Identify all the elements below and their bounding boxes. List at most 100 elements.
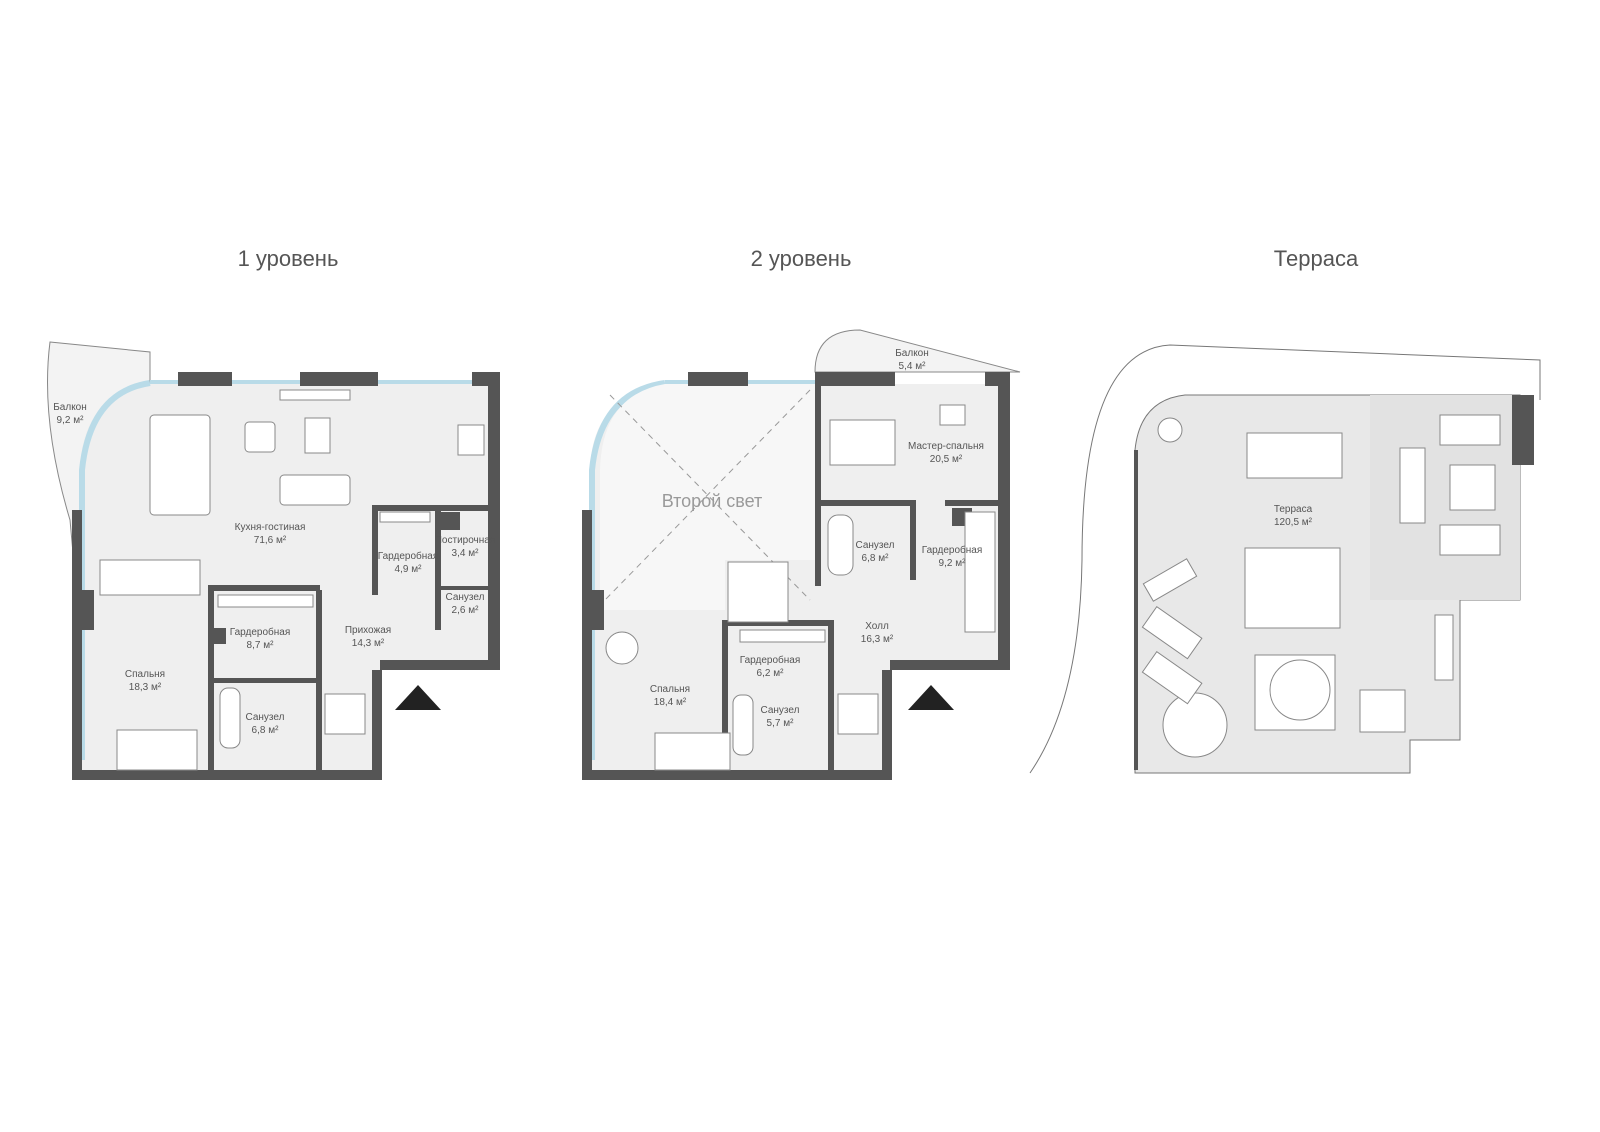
- level-1-wall-east: [488, 372, 500, 668]
- level-1-wardrobe-a-area: 4,9 м²: [395, 564, 423, 575]
- level-2-partition-6: [828, 620, 834, 770]
- terrace-umbrella: [1162, 692, 1228, 758]
- level-2-wardrobe-a-name: Гардеробная: [922, 544, 983, 556]
- level-2-wardrobe-b-area: 6,2 м²: [757, 668, 785, 679]
- level-2-master-name: Мастер-спальня: [908, 441, 984, 452]
- level-1-wardrobe-b-name: Гардеробная: [230, 626, 291, 638]
- level-1-partition-6: [435, 505, 441, 630]
- level-1-wall-entry-side: [372, 670, 382, 780]
- level-2-chair: [939, 404, 966, 426]
- level-1-bath-area: 6,8 м²: [252, 725, 280, 736]
- level-1-wardrobe-a-name: Гардеробная: [378, 550, 439, 562]
- level-2-pier-2: [815, 372, 895, 386]
- level-2-shower: [837, 693, 879, 735]
- terrace-sofa-3: [1439, 524, 1501, 556]
- level-1-wardrobe-rail: [379, 511, 431, 523]
- level-1-column-2: [208, 628, 226, 644]
- level-1-pier-1: [178, 372, 232, 386]
- terrace-name: Терраса: [1274, 504, 1313, 515]
- level-2-bath-master-name: Санузел: [856, 540, 895, 551]
- level-2-second-light-label: Второй свет: [662, 491, 763, 511]
- level-1-column: [78, 590, 94, 630]
- level-1-tv-console: [279, 389, 351, 401]
- level-2-wall-east: [998, 372, 1010, 660]
- level-1-pier-3: [472, 372, 500, 386]
- level-1-bedroom-name: Спальня: [125, 669, 165, 680]
- level-1-partition-7: [435, 586, 490, 590]
- level-1-bath-small-name: Санузел: [446, 592, 485, 603]
- level-2-balcony-area-label: 5,4 м²: [899, 361, 927, 372]
- terrace-outdoor-shower: [1359, 689, 1406, 733]
- level-1-kitchen-name: Кухня-гостиная: [235, 522, 306, 533]
- level-1-fireplace: [457, 424, 485, 456]
- terrace-bench: [1434, 614, 1454, 681]
- level-2-plan: Балкон 5,4 м² Второй свет Мастер-спальня…: [582, 329, 1021, 780]
- terrace-dining-table: [1246, 432, 1343, 479]
- level-2-pier-3: [985, 372, 1010, 386]
- level-1-bath-small-area: 2,6 м²: [452, 605, 480, 616]
- level-1-partition-1: [208, 590, 214, 770]
- level-1-wall-south: [72, 770, 382, 780]
- level-1-title: 1 уровень: [237, 246, 339, 271]
- level-2-entry-arrow-icon: [908, 685, 954, 710]
- level-1-wardrobe-b-area: 8,7 м²: [247, 640, 275, 651]
- level-2-wardrobe-b-name: Гардеробная: [740, 654, 801, 666]
- terrace-jacuzzi: [1269, 659, 1331, 721]
- level-2-pier-1: [688, 372, 748, 386]
- level-2-partition-5: [722, 620, 832, 626]
- level-1-bed: [116, 729, 198, 771]
- level-1-bathtub: [219, 687, 241, 749]
- level-2-partition-7: [722, 620, 728, 770]
- level-1-hall-name: Прихожая: [345, 625, 391, 636]
- level-2-wall-south: [582, 770, 892, 780]
- level-1-partition-5: [372, 505, 490, 511]
- terrace-lounger-2: [1141, 650, 1203, 705]
- level-2-wall-west: [582, 510, 592, 770]
- level-2-wall-entry-side: [882, 670, 892, 780]
- level-1-laundry-name: Постирочная: [435, 535, 496, 546]
- level-2-title: 2 уровень: [750, 246, 852, 271]
- level-1-partition-3: [208, 585, 320, 591]
- level-1-shower: [324, 693, 366, 735]
- level-2-staircase: [727, 561, 789, 623]
- level-1-hall-area: 14,3 м²: [352, 638, 385, 649]
- level-1-column-3: [440, 512, 460, 530]
- level-2-partition-2: [815, 500, 915, 506]
- level-2-bath-name: Санузел: [761, 705, 800, 716]
- terrace-staircase: [1244, 547, 1341, 629]
- level-2-bedroom-area: 18,4 м²: [654, 697, 687, 708]
- terrace-plan: Терраса 120,5 м²: [1029, 344, 1541, 774]
- level-2-master-area: 20,5 м²: [930, 454, 963, 465]
- level-1-wall-west: [72, 510, 82, 770]
- level-2-hall-name: Холл: [865, 621, 889, 632]
- level-1-kitchen-area: 71,6 м²: [254, 535, 287, 546]
- level-1-pier-2: [300, 372, 378, 386]
- level-1-plan: Балкон 9,2 м² Кухня-гостиная 71,6 м² Гар…: [47, 341, 500, 780]
- level-1-bath-name: Санузел: [246, 712, 285, 723]
- terrace-lounger-1: [1141, 605, 1203, 660]
- level-2-wardrobe-rail-2: [739, 629, 826, 643]
- level-2-wardrobe-rail: [964, 511, 996, 633]
- level-1-wardrobe-rail-2: [217, 594, 314, 608]
- level-2-column: [588, 590, 604, 630]
- level-2-round-table: [605, 631, 639, 665]
- level-2-bath-master-area: 6,8 м²: [862, 553, 890, 564]
- terrace-outline-curve: [1029, 344, 1541, 774]
- level-2-wardrobe-a-area: 9,2 м²: [939, 558, 967, 569]
- level-1-partition-4: [372, 505, 378, 595]
- level-1-wall-entry: [380, 660, 500, 670]
- level-2-void-diagonal-1: [609, 394, 811, 601]
- level-2-partition-3: [910, 500, 916, 580]
- level-1-balcony-name: Балкон: [53, 402, 87, 413]
- terrace-lounger-3: [1142, 558, 1198, 602]
- level-1-armchair: [244, 421, 276, 453]
- level-1-dining-table: [149, 414, 211, 516]
- level-2-bathtub-2: [732, 694, 754, 756]
- terrace-west-rail: [1134, 450, 1138, 770]
- terrace-title: Терраса: [1273, 246, 1359, 271]
- level-2-glazing: [589, 380, 666, 760]
- level-1-entry-arrow-icon: [395, 685, 441, 710]
- level-1-bedroom-area: 18,3 м²: [129, 682, 162, 693]
- level-1-balcony-area-label: 9,2 м²: [57, 415, 85, 426]
